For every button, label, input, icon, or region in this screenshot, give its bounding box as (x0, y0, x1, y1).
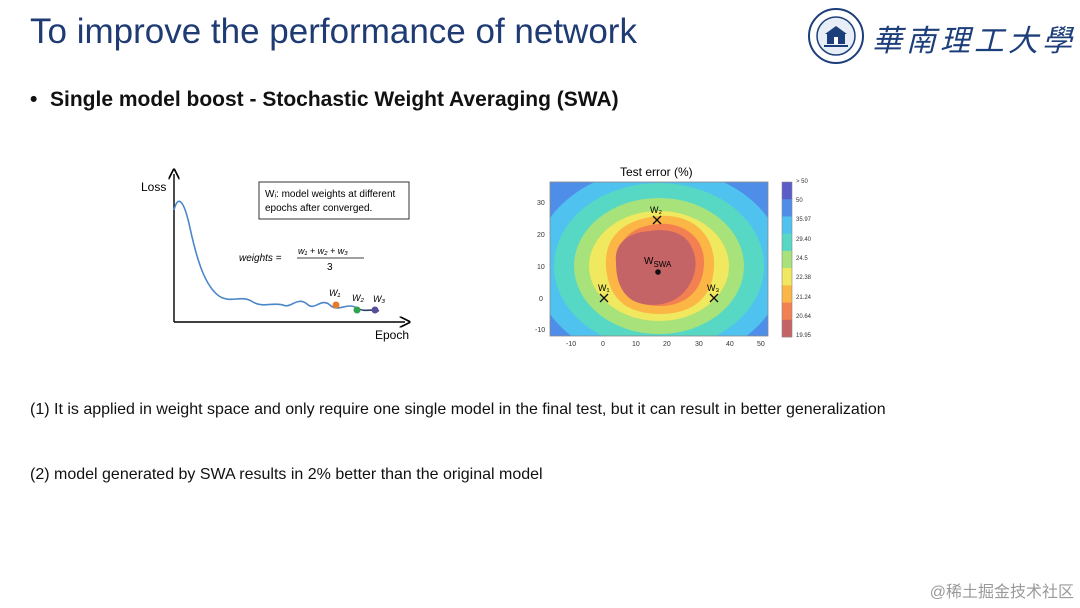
paragraph-2: (2) model generated by SWA results in 2%… (30, 466, 543, 483)
w2-point (353, 306, 361, 314)
y-tick: -10 (535, 327, 545, 334)
formula-lhs: weights = (239, 253, 282, 264)
y-tick: 10 (537, 264, 545, 271)
contour-plot-figure: Test error (%) -10 0 10 20 30 40 50 30 2… (535, 165, 812, 348)
y-tick-labels: 30 20 10 0 -10 (535, 200, 545, 334)
colorbar-label: 35.97 (796, 217, 812, 223)
colorbar-label: 21.24 (796, 295, 812, 301)
colorbar-segment (782, 319, 792, 338)
colorbar-segment (782, 250, 792, 269)
colorbar-label: 19.95 (796, 333, 812, 339)
colorbar-label: 24.5 (796, 256, 808, 262)
colorbar-segment (782, 268, 792, 286)
formula-denominator: 3 (327, 262, 333, 273)
watermark: @稀土掘金技术社区 (929, 584, 1074, 601)
colorbar-label: > 50 (796, 179, 809, 185)
colorbar-segment (782, 233, 792, 252)
w2-label: W₂ (650, 205, 662, 215)
plot-frame (549, 181, 769, 337)
w1-label: W₁ (598, 283, 610, 293)
w3-label: W₃ (707, 283, 719, 293)
x-tick-labels: -10 0 10 20 30 40 50 (566, 341, 765, 348)
w2-marker (652, 215, 662, 225)
bullet-text: Single model boost - Stochastic Weight A… (50, 88, 619, 111)
w2-label: W₂ (352, 293, 364, 303)
x-tick: 30 (695, 341, 703, 348)
x-tick: -10 (566, 341, 576, 348)
w3-marker (709, 293, 719, 303)
colorbar-frame (781, 181, 793, 338)
colorbar-segment (782, 182, 792, 200)
w3-label: W₃ (373, 294, 385, 304)
university-seal-logo (808, 8, 864, 64)
colorbar-segment (782, 199, 792, 217)
y-tick: 30 (537, 200, 545, 207)
y-axis-label: Loss (141, 180, 166, 194)
y-tick: 0 (539, 296, 543, 303)
wswa-marker (655, 269, 661, 275)
note-box (258, 181, 410, 220)
paragraph-1: (1) It is applied in weight space and on… (30, 401, 886, 418)
page-title: To improve the performance of network (30, 12, 637, 51)
w1-label: W₁ (329, 288, 340, 298)
loss-curve (173, 200, 358, 309)
colorbar-segment (782, 302, 792, 321)
y-tick: 20 (537, 232, 545, 239)
x-axis-label: Epoch (375, 328, 409, 342)
contour-field (550, 182, 768, 336)
wswa-label-sub: SWA (653, 260, 672, 269)
colorbar-segment (782, 285, 792, 303)
wswa-label-main: W (644, 256, 654, 267)
x-tick: 50 (757, 341, 765, 348)
x-tick: 40 (726, 341, 734, 348)
contour-title: Test error (%) (620, 165, 693, 179)
colorbar-label: 20.64 (796, 314, 812, 320)
colorbar-label: 50 (796, 198, 803, 204)
bullet-dot: • (30, 88, 38, 111)
w1-point (332, 301, 340, 309)
colorbar-labels: > 50 50 35.97 29.40 24.5 22.38 21.24 20.… (796, 179, 812, 339)
colorbar-segment (782, 216, 792, 234)
colorbar-label: 29.40 (796, 237, 812, 243)
university-name: 華南理工大學 (872, 24, 1076, 59)
formula-numerator: w₁ + w₂ + w₃ (298, 246, 348, 256)
colorbar-label: 22.38 (796, 275, 812, 281)
w1-marker (599, 293, 609, 303)
wswa-label: WSWA (644, 256, 672, 269)
note-line-1: Wᵢ: model weights at different (265, 189, 396, 200)
bullet-item: • Single model boost - Stochastic Weight … (30, 88, 619, 112)
x-tick: 20 (663, 341, 671, 348)
w3-point (371, 306, 379, 314)
x-tick: 0 (601, 341, 605, 348)
loss-curve-figure: Loss Epoch Wᵢ: model weights at differen… (141, 168, 425, 342)
colorbar (782, 182, 792, 338)
note-line-2: epochs after converged. (265, 203, 372, 214)
x-tick: 10 (632, 341, 640, 348)
